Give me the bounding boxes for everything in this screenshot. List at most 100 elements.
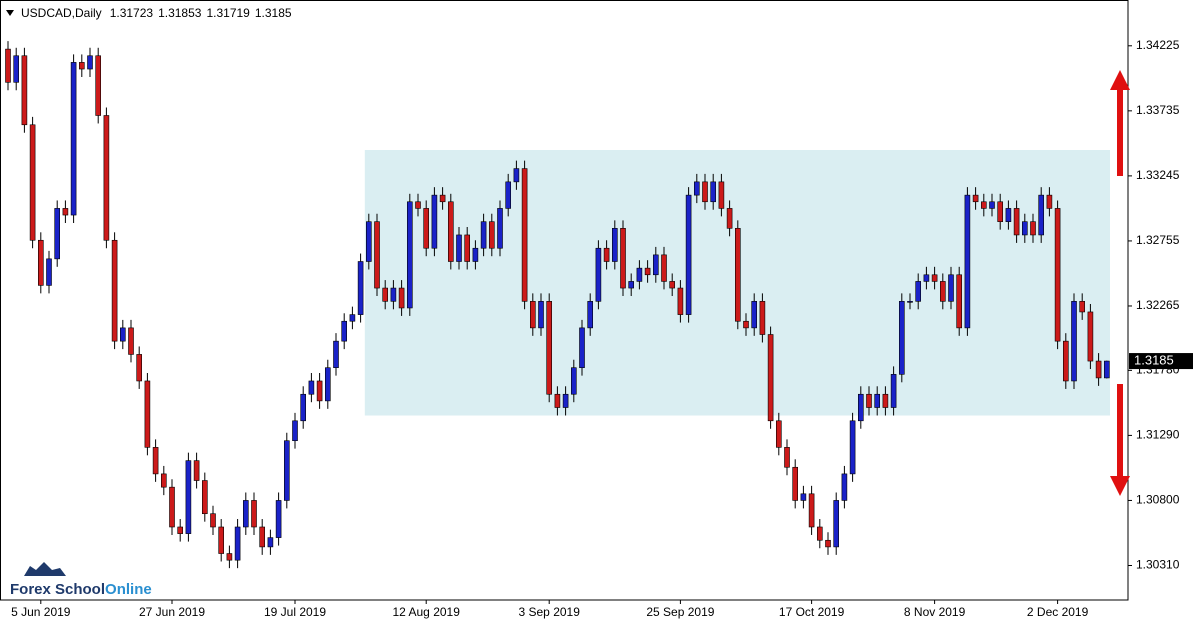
candle-body — [702, 181, 708, 203]
candle-body — [390, 287, 397, 302]
candle-body — [488, 221, 495, 249]
candle-body — [661, 254, 667, 282]
candle-body — [570, 367, 577, 395]
candle-body — [1104, 360, 1110, 379]
candle-body — [1005, 208, 1012, 222]
y-tick-label: 1.33735 — [1136, 103, 1180, 117]
candle-body — [1087, 311, 1094, 362]
x-tick-label: 3 Sep 2019 — [519, 605, 581, 619]
x-tick-label: 12 Aug 2019 — [392, 605, 460, 619]
candle-body — [161, 473, 167, 488]
candle-body — [324, 367, 331, 402]
candle-body — [357, 261, 364, 315]
candle-body — [857, 393, 864, 422]
candle-body — [341, 320, 348, 342]
candle-body — [382, 287, 389, 302]
candle-body — [1046, 194, 1053, 209]
candle-body — [562, 393, 569, 408]
candle-body — [874, 393, 881, 408]
price-label-box — [1129, 353, 1193, 370]
candle-body — [349, 314, 356, 322]
candle-body — [710, 181, 717, 203]
candle-body — [464, 234, 471, 262]
candle-body — [677, 287, 684, 315]
y-tick-label: 1.32755 — [1136, 233, 1180, 247]
candle-body — [669, 281, 676, 289]
candle-body — [202, 480, 208, 515]
candle-body — [398, 287, 405, 309]
candle-body — [472, 247, 479, 262]
candle-body — [95, 55, 101, 116]
chart-title: USDCAD,Daily — [21, 6, 102, 20]
candle-body — [120, 327, 126, 342]
y-tick-label: 1.30310 — [1136, 558, 1180, 572]
price-label: 1.3185 — [1134, 352, 1174, 367]
candle-body — [136, 354, 142, 382]
candle-body — [103, 115, 110, 241]
candle-body — [784, 447, 790, 468]
header-low: 1.31719 — [206, 6, 250, 20]
candle-body — [734, 228, 741, 322]
candle-body — [800, 493, 807, 501]
menu-triangle[interactable] — [6, 10, 14, 16]
candle-body — [308, 380, 315, 395]
candle-body — [890, 374, 897, 408]
candle-body — [866, 393, 872, 408]
candle-body — [579, 327, 585, 368]
candle-body — [218, 526, 224, 554]
candle-body — [898, 301, 905, 375]
candle-body — [210, 513, 216, 528]
candle-body — [333, 340, 339, 368]
candle-body — [931, 274, 938, 282]
candle-body — [808, 493, 815, 528]
candle-body — [275, 500, 282, 538]
candle-body — [652, 254, 659, 276]
candle-body — [587, 301, 594, 329]
candle-body — [62, 208, 69, 216]
candle-body — [1095, 360, 1102, 379]
candle-body — [152, 447, 159, 475]
candle-body — [37, 239, 44, 286]
candle-body — [849, 420, 856, 475]
candle-body — [300, 393, 307, 422]
up-arrow — [1110, 70, 1130, 176]
candle-body — [743, 320, 749, 329]
y-tick-label: 1.34225 — [1136, 38, 1180, 52]
candle-body — [13, 55, 19, 83]
plot-frame — [0, 0, 1129, 601]
candle-body — [693, 181, 700, 196]
candle-body — [54, 208, 61, 260]
candle-body — [267, 537, 274, 548]
down-arrow — [1110, 384, 1130, 496]
candle-body — [685, 194, 692, 315]
candle-body — [833, 500, 840, 548]
logo: Forex SchoolOnline — [10, 562, 152, 598]
candle-body — [841, 473, 848, 501]
x-tick-label: 27 Jun 2019 — [139, 605, 205, 619]
candle-body — [1013, 208, 1020, 236]
header-close: 1.3185 — [255, 6, 292, 20]
x-tick-label: 2 Dec 2019 — [1027, 605, 1089, 619]
candle-body — [128, 327, 134, 355]
candle-body — [726, 208, 733, 229]
logo-second: Online — [105, 581, 152, 598]
candle-body — [406, 201, 413, 309]
candle-body — [46, 258, 52, 286]
x-tick-label: 8 Nov 2019 — [904, 605, 966, 619]
candle-body — [964, 194, 971, 329]
candle-body — [79, 62, 85, 70]
candle-body — [283, 440, 290, 501]
candle-body — [185, 460, 192, 534]
y-tick-label: 1.30800 — [1136, 493, 1180, 507]
candle-body — [415, 201, 421, 209]
candle-body — [923, 274, 930, 282]
candle-body — [456, 234, 462, 262]
candle-body — [259, 526, 266, 548]
candle-body — [775, 420, 782, 448]
candle-body — [956, 274, 963, 329]
candle-body — [29, 124, 36, 241]
candle-body — [292, 420, 298, 442]
candle-body — [620, 228, 626, 289]
candle-body — [1079, 301, 1085, 313]
